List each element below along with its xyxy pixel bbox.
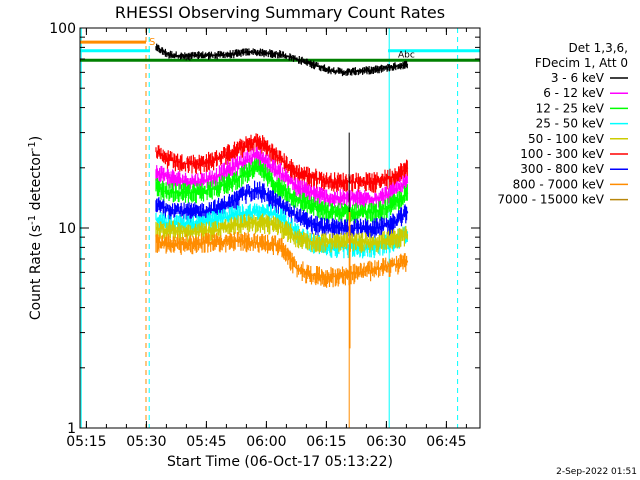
chart-title: RHESSI Observing Summary Count Rates [115,3,445,22]
y-axis-label: Count Rate (s-1 detector-1) [27,136,45,320]
series-line-0 [155,46,409,73]
series-800-7000keV [155,231,409,288]
legend-label-0: 3 - 6 keV [551,71,605,85]
x-tick-label-2: 05:45 [186,434,226,450]
x-tick-label-3: 06:00 [246,434,286,450]
y-tick-label-0: 1 [67,421,76,437]
plot-area: S Abc [80,28,480,428]
series-line-7 [155,240,409,278]
legend-header-1: FDecim 1, Att 0 [535,56,628,70]
x-tick-label-1: 05:30 [126,434,166,450]
series-6-12keV [155,146,409,210]
series-band-5 [155,203,408,259]
axes: 05:15 05:30 05:45 06:00 06:15 06:30 06:45 1 10 10… [49,21,480,450]
series-100-300keV [155,133,409,193]
legend-label-1: 6 - 12 keV [543,86,605,100]
series-line-2 [155,155,409,200]
x-axis-label: Start Time (06-Oct-17 05:13:22) [167,454,393,470]
legend-label-8: 7000 - 15000 keV [497,193,604,207]
series-line-3 [155,167,409,213]
y-axis-label-main: Count Rate (s [28,225,44,320]
series-50-100keV [155,213,409,254]
series-25-50keV [155,203,409,259]
legend-header-0: Det 1,3,6, [569,41,629,55]
legend-label-2: 12 - 25 keV [536,101,605,115]
y-axis-label-sup2: -1 [27,141,38,151]
legend-label-5: 100 - 300 keV [520,147,604,161]
series-line-5 [155,211,409,248]
legend-label-7: 800 - 7000 keV [513,177,605,191]
x-tick-label-6: 06:45 [426,434,466,450]
timestamp: 2-Sep-2022 01:51 [556,467,637,477]
y-tick-label-2: 100 [49,21,76,37]
y-tick-label-1: 10 [58,221,76,237]
series-line-4 [155,189,409,229]
series-300-800keV [155,180,409,239]
series-12-25keV [155,158,409,224]
y-axis-label-sup1: -1 [27,215,38,225]
plot-content: S Abc [80,28,480,428]
series-line-1 [155,141,409,183]
x-tick-label-5: 06:30 [366,434,406,450]
legend-label-3: 25 - 50 keV [536,117,605,131]
legend-label-6: 300 - 800 keV [520,162,604,176]
flag-bar-label-0: S [149,37,155,48]
x-tick-label-4: 06:15 [306,434,346,450]
y-axis-label-mid: detector [28,151,44,215]
series-3-6keV [155,43,409,77]
y-axis-label-end: ) [28,136,44,141]
annotation-0: Abc [398,51,415,61]
series-line-6 [155,222,409,243]
x-tick-label-0: 05:15 [66,434,106,450]
legend-label-4: 50 - 100 keV [528,132,605,146]
